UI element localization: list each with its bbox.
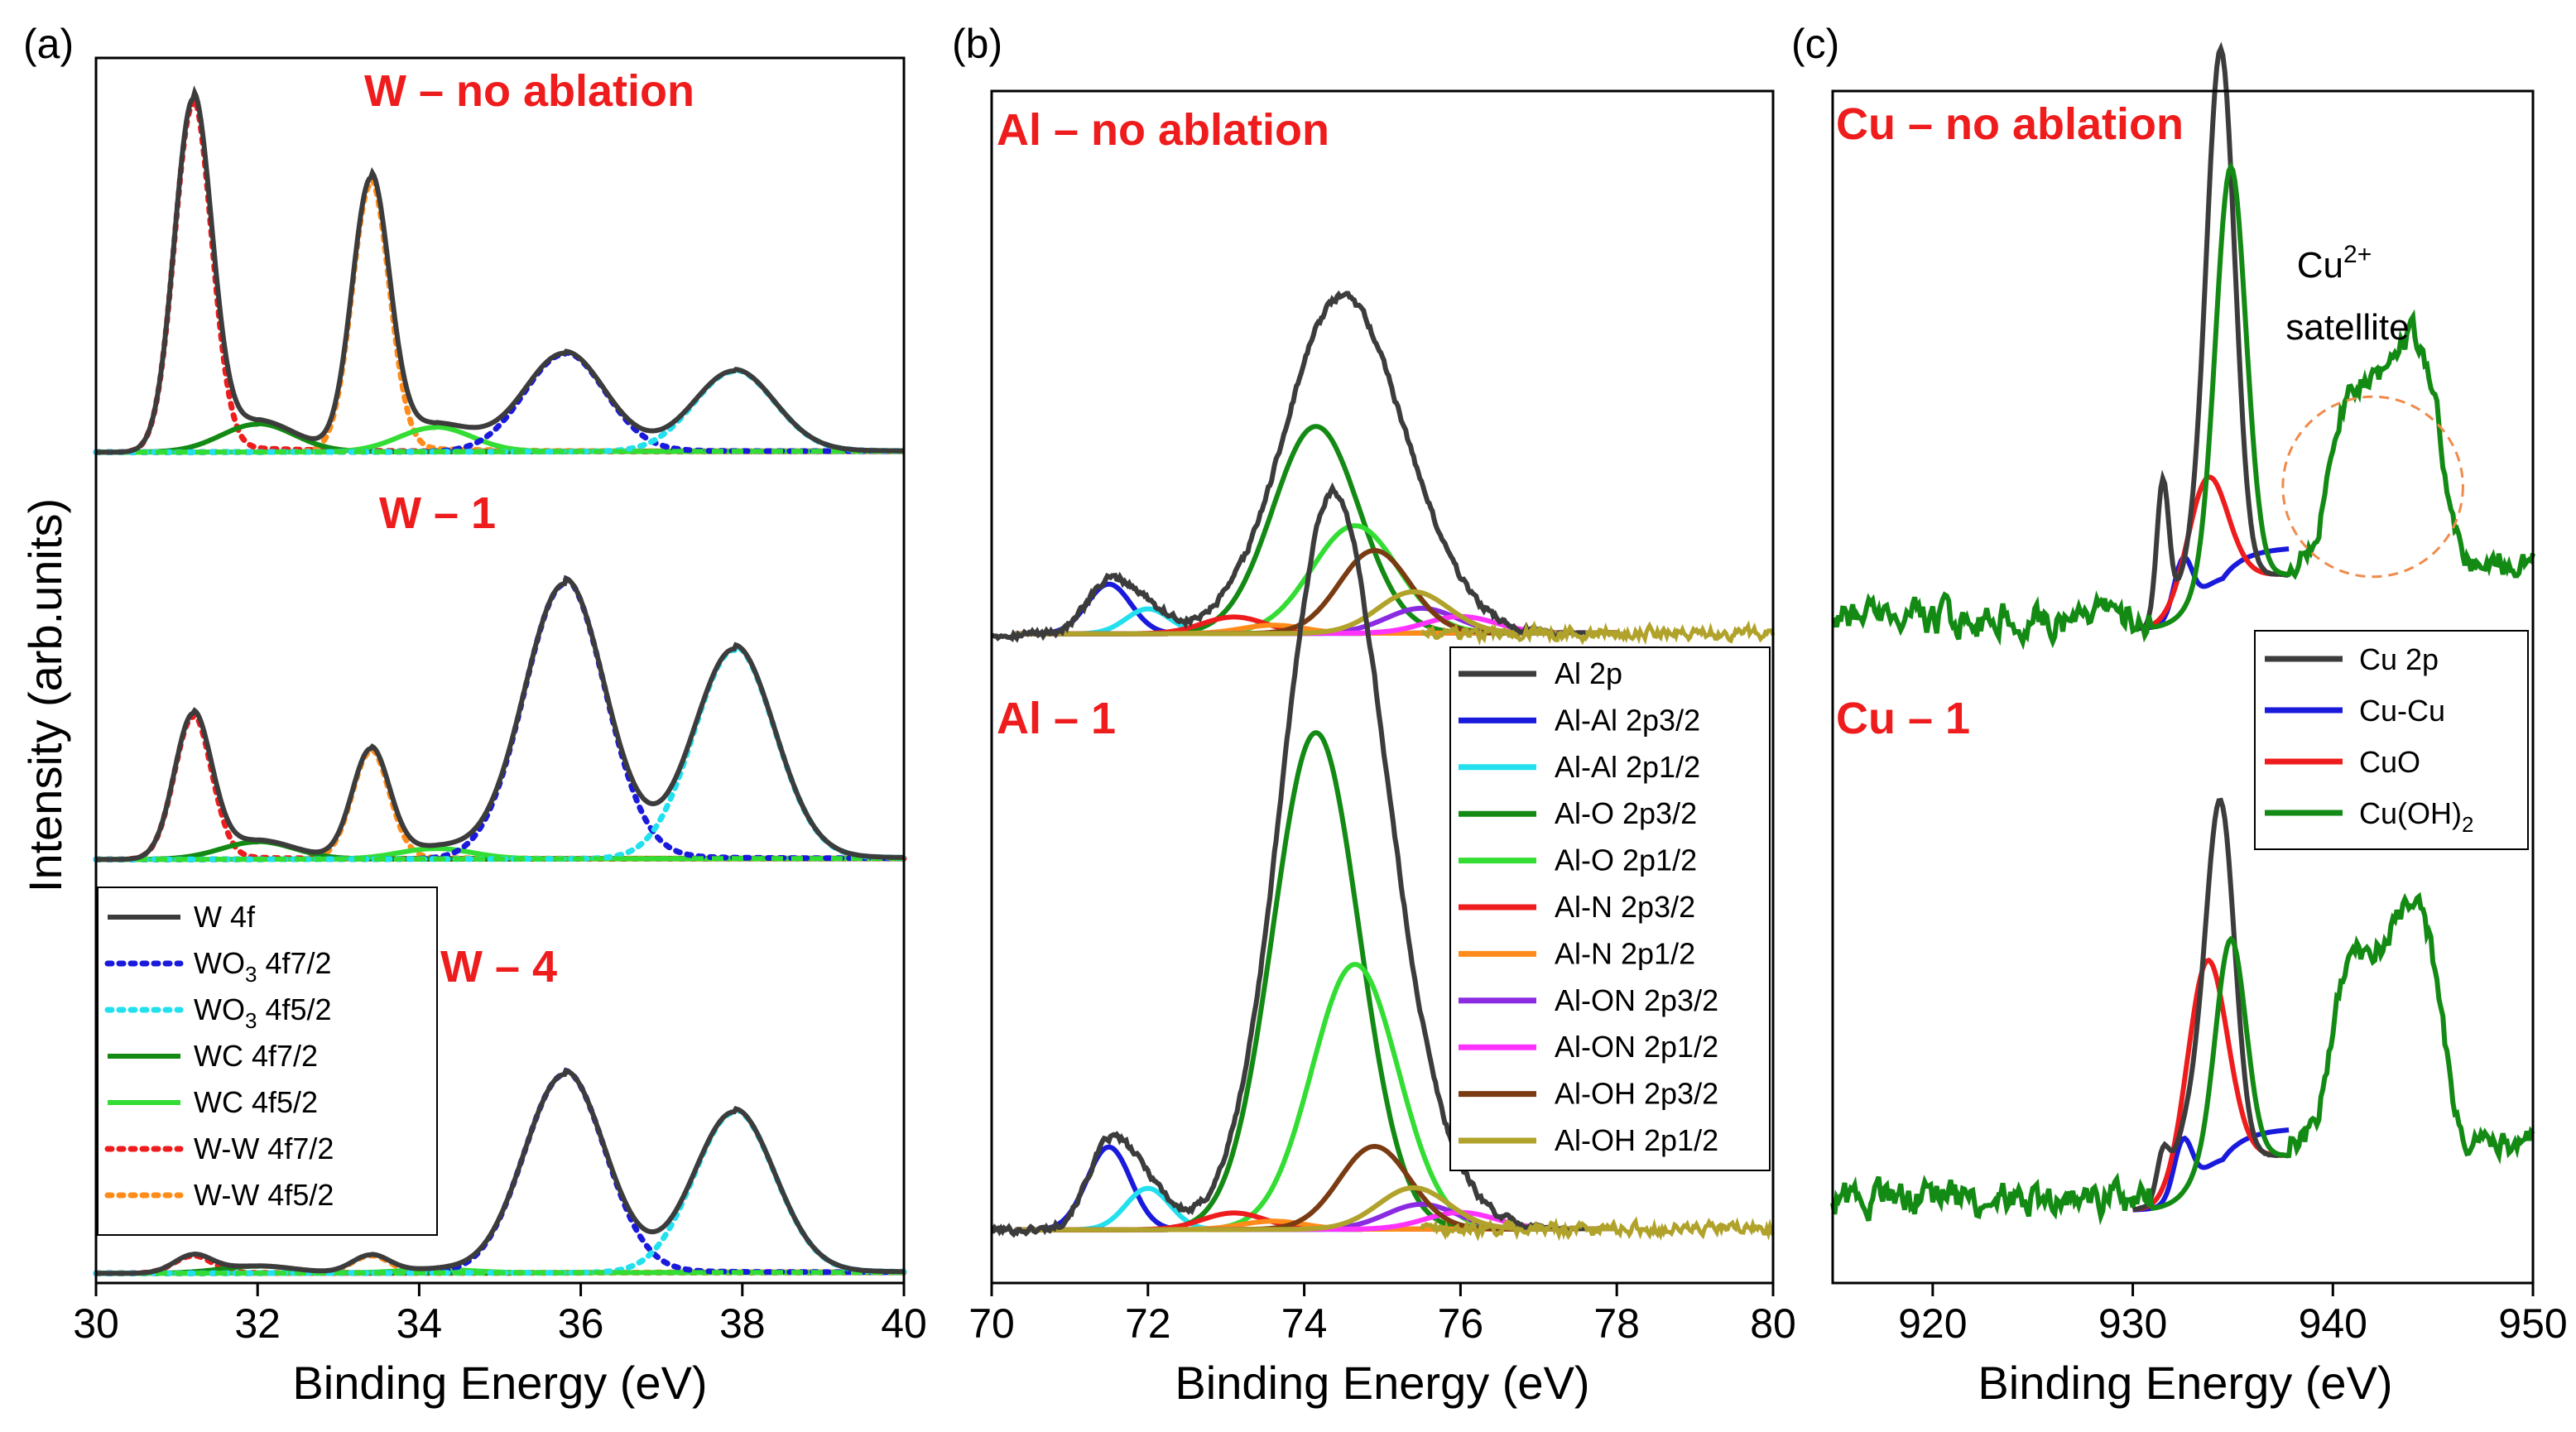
x-tick-label: 74: [1281, 1300, 1328, 1347]
legend-box: [97, 887, 438, 1236]
legend-label: Al-N 2p3/2: [1555, 890, 1695, 924]
envelope-curve: [991, 482, 1586, 1238]
panel-a: (a) 30 32 34 36 38 40 Binding Energy (eV) W –…: [23, 21, 927, 1409]
series-label-w-no-ablation: W – no ablation: [364, 66, 694, 116]
envelope-curve: [2132, 41, 2290, 632]
x-tick-label: 950: [2498, 1300, 2567, 1347]
panel-b-x-label: Binding Energy (eV): [1175, 1357, 1589, 1409]
panel-b-curves: [991, 290, 1776, 1242]
series-label-w-1: W – 1: [379, 488, 496, 538]
component-curve: [1015, 589, 1617, 637]
legend-label: Al-Al 2p3/2: [1555, 703, 1700, 737]
legend-label: CuO: [2359, 745, 2420, 779]
panel-c-x-ticks: 920 930 940 950: [1898, 1283, 2568, 1347]
tail-curve: [1420, 620, 1776, 646]
x-tick-label: 40: [881, 1300, 927, 1347]
legend-label: Al-O 2p1/2: [1555, 843, 1697, 877]
x-tick-label: 38: [719, 1300, 766, 1347]
series-label-al-no-ablation: Al – no ablation: [997, 105, 1329, 155]
panel-c-letter: (c): [1791, 21, 1839, 67]
series-label-al-1: Al – 1: [997, 694, 1116, 743]
background-curve: [96, 856, 904, 863]
component-curve: [2132, 474, 2290, 632]
panel-c-x-label: Binding Energy (eV): [1978, 1357, 2392, 1409]
tail-curve: [1419, 1216, 1776, 1242]
panel-b-frame: [990, 89, 1775, 1285]
envelope-curve: [2131, 797, 2290, 1213]
panel-a-x-ticks: 30 32 34 36 38 40: [73, 1283, 927, 1347]
panel-c: (c) 920 930 940 950 Binding Energy (eV) Cu …: [1791, 21, 2568, 1409]
series-label-cu-no-ablation: Cu – no ablation: [1836, 99, 2184, 149]
legend-label: Al 2p: [1555, 656, 1622, 690]
series-label-cu-1: Cu – 1: [1836, 694, 1970, 743]
satellite-annotation: Cu2+ satellite: [2281, 241, 2464, 579]
legend-label: Al-N 2p1/2: [1555, 936, 1695, 970]
legend-label: Al-ON 2p1/2: [1555, 1030, 1718, 1064]
background-curve: [96, 1270, 904, 1276]
panel-a-x-label: Binding Energy (eV): [292, 1357, 707, 1409]
legend-label: Cu-Cu: [2359, 694, 2445, 728]
legend-label: Al-ON 2p3/2: [1555, 983, 1718, 1017]
legend-label: WO3 4f5/2: [194, 992, 332, 1033]
panel-a-curves: [93, 85, 907, 1276]
panel-c-frame: [1831, 89, 2535, 1285]
satellite-label: satellite: [2285, 307, 2409, 348]
x-tick-label: 930: [2098, 1300, 2167, 1347]
panel-a-letter: (a): [23, 21, 74, 67]
cu2-sup: 2+: [2343, 241, 2372, 268]
legend-label: Al-OH 2p1/2: [1555, 1123, 1718, 1157]
panel-c-legend: Cu 2p Cu-Cu CuO Cu(OH)2: [2254, 630, 2529, 850]
series-label-w-4: W – 4: [440, 942, 557, 992]
component-curve: [93, 349, 907, 455]
panel-b-x-ticks: 70 72 74 76 78 80: [968, 1283, 1796, 1347]
legend-label: WO3 4f7/2: [194, 946, 332, 987]
x-tick-label: 76: [1438, 1300, 1484, 1347]
legend-label: Al-O 2p3/2: [1555, 796, 1697, 830]
legend-label: Cu 2p: [2359, 642, 2439, 676]
x-tick-label: 34: [396, 1300, 443, 1347]
x-tick-label: 36: [558, 1300, 604, 1347]
background-curve: [96, 449, 904, 455]
satellite-circle: [2281, 395, 2464, 579]
x-tick-label: 940: [2299, 1300, 2367, 1347]
legend-label: Cu(OH)2: [2359, 796, 2473, 837]
panel-b-legend: Al 2p Al-Al 2p3/2 Al-Al 2p1/2 Al-O 2p3/2 Al-…: [1449, 646, 1771, 1171]
panel-b-letter: (b): [952, 21, 1002, 67]
y-axis-label: Intensity (arb.units): [19, 498, 71, 892]
panel-a-legend: W 4f WO3 4f7/2 WO3 4f5/2 WC 4f7/2 WC 4f5/2 W-…: [97, 887, 438, 1236]
envelope-curve: [96, 85, 904, 455]
x-tick-label: 70: [968, 1300, 1015, 1347]
cu2-label: Cu2+: [2297, 241, 2372, 286]
x-tick-label: 80: [1750, 1300, 1796, 1347]
cu-oh2-curve: [1831, 161, 2535, 651]
x-tick-label: 920: [1898, 1300, 1967, 1347]
legend-label: Al-Al 2p1/2: [1555, 750, 1700, 784]
x-tick-label: 78: [1593, 1300, 1640, 1347]
x-tick-label: 72: [1125, 1300, 1171, 1347]
legend-label: W-W 4f7/2: [194, 1132, 334, 1165]
legend-label: WC 4f7/2: [194, 1039, 318, 1073]
legend-label: WC 4f5/2: [194, 1085, 318, 1119]
envelope-curve: [96, 574, 904, 863]
envelope-curve: [991, 290, 1586, 643]
component-curve: [93, 574, 907, 863]
x-tick-label: 30: [73, 1300, 119, 1347]
legend-label: W-W 4f5/2: [194, 1178, 334, 1212]
panel-c-curves: [1830, 41, 2535, 1226]
panel-b: (b) 70 72 74 76 78 80 Binding Energy (eV) Al …: [952, 21, 1796, 1409]
legend-label: Al-OH 2p3/2: [1555, 1077, 1718, 1111]
legend-label: W 4f: [194, 900, 256, 934]
cu2-main: Cu: [2297, 245, 2343, 286]
cu-oh2-curve: [1830, 891, 2535, 1226]
panel-a-frame: [94, 56, 906, 1285]
envelope-curve: [96, 1067, 904, 1276]
x-tick-label: 32: [234, 1300, 281, 1347]
